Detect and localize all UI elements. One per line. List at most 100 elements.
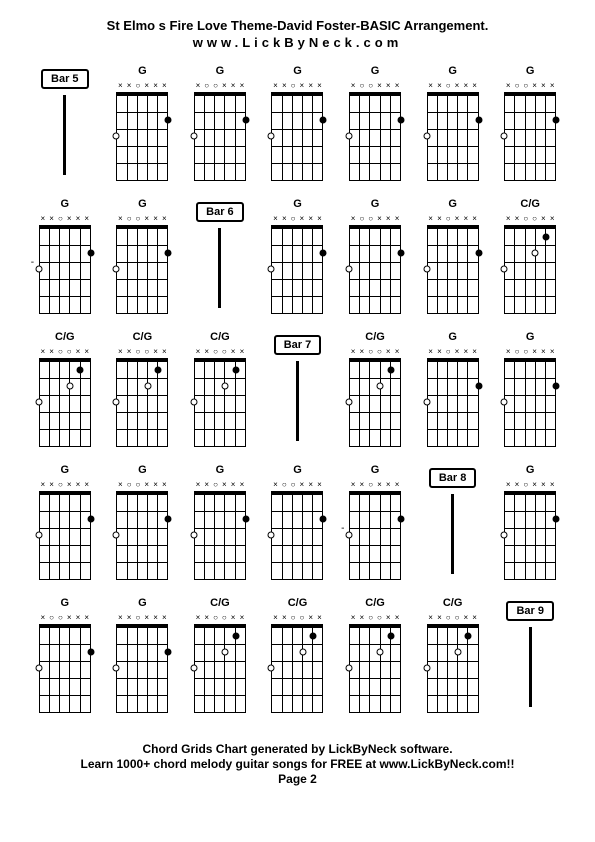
string	[555, 229, 556, 245]
mute-marker: ○	[203, 81, 211, 91]
string	[204, 164, 205, 180]
mute-marker: ○	[358, 81, 366, 91]
string	[380, 563, 381, 579]
string	[369, 529, 370, 545]
string	[204, 430, 205, 446]
string	[147, 696, 148, 712]
finger-dot	[242, 117, 249, 124]
string	[245, 164, 246, 180]
string	[59, 229, 60, 245]
string	[39, 246, 40, 262]
string	[359, 164, 360, 180]
fret	[116, 164, 168, 181]
finger-dot	[423, 665, 430, 672]
string	[369, 164, 370, 180]
string	[80, 529, 81, 545]
string	[292, 696, 293, 712]
chord-diagram: ××○○××	[190, 347, 250, 447]
string	[69, 413, 70, 429]
string	[39, 297, 40, 313]
string	[194, 628, 195, 644]
string	[322, 546, 323, 562]
string	[467, 263, 468, 279]
finger-dot	[465, 633, 472, 640]
string	[400, 263, 401, 279]
fretboard	[116, 229, 168, 314]
mute-row: ××○×××	[39, 214, 91, 224]
mute-marker: ×	[143, 480, 151, 490]
mute-marker: ×	[307, 613, 315, 623]
chord-cell: C/G××○○××	[185, 597, 255, 722]
string	[90, 662, 91, 678]
string	[235, 96, 236, 112]
string	[90, 495, 91, 511]
string	[400, 362, 401, 378]
string	[380, 628, 381, 644]
finger-dot	[87, 649, 94, 656]
mute-marker: ×	[194, 613, 202, 623]
string	[282, 662, 283, 678]
string	[555, 246, 556, 262]
string	[312, 679, 313, 695]
finger-dot	[501, 266, 508, 273]
string	[555, 280, 556, 296]
mute-marker: ×	[504, 480, 512, 490]
chord-label: G	[61, 597, 70, 611]
fret	[194, 679, 246, 696]
string	[535, 413, 536, 429]
mute-marker: ×	[116, 347, 124, 357]
string	[116, 512, 117, 528]
mute-marker: ×	[238, 347, 246, 357]
fret	[39, 246, 91, 263]
string	[194, 113, 195, 129]
string	[457, 263, 458, 279]
chord-cell: G××○×××	[418, 198, 488, 323]
mute-marker: ○	[444, 214, 452, 224]
finger-dot	[423, 399, 430, 406]
fretboard	[39, 495, 91, 580]
mute-row: ××○×××	[504, 480, 556, 490]
fret	[39, 430, 91, 447]
mute-marker: ○	[125, 480, 133, 490]
fret	[116, 280, 168, 297]
mute-marker: ×	[539, 480, 547, 490]
string	[545, 495, 546, 511]
finger-dot	[35, 665, 42, 672]
chord-diagram: ×○○×××	[345, 214, 405, 314]
string	[380, 546, 381, 562]
bar-cell: Bar 8	[418, 464, 488, 589]
chord-cell: C/G××○○××	[108, 331, 178, 456]
string	[147, 662, 148, 678]
string	[80, 413, 81, 429]
string	[137, 263, 138, 279]
string	[282, 147, 283, 163]
string	[194, 362, 195, 378]
string	[390, 113, 391, 129]
string	[478, 645, 479, 661]
string	[167, 297, 168, 313]
string	[204, 662, 205, 678]
finger-dot	[387, 633, 394, 640]
finger-dot	[454, 649, 461, 656]
fret	[39, 413, 91, 430]
string	[467, 679, 468, 695]
string	[49, 679, 50, 695]
string	[447, 113, 448, 129]
string	[127, 130, 128, 146]
string	[214, 563, 215, 579]
string	[39, 379, 40, 395]
bar-line	[451, 494, 454, 574]
string	[90, 679, 91, 695]
string	[322, 645, 323, 661]
bar-cell: Bar 9	[495, 597, 565, 722]
string	[380, 430, 381, 446]
mute-marker: ×	[83, 347, 91, 357]
string	[359, 495, 360, 511]
string	[59, 628, 60, 644]
string	[302, 297, 303, 313]
string	[194, 679, 195, 695]
string	[359, 96, 360, 112]
fret	[349, 229, 401, 246]
string	[245, 379, 246, 395]
string	[292, 645, 293, 661]
